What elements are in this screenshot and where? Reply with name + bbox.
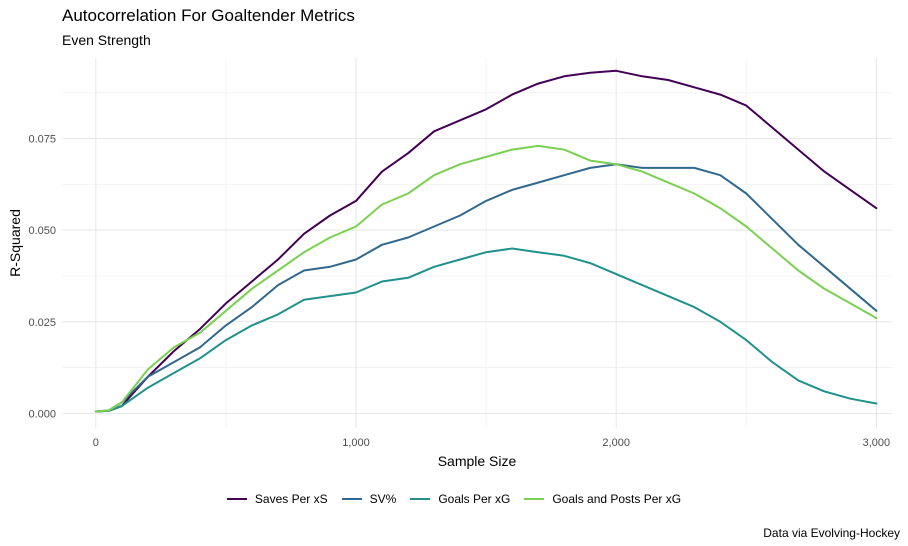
x-tick-label: 0	[93, 437, 99, 449]
y-axis-label: R-Squared	[7, 209, 23, 277]
legend-item: Goals Per xG	[410, 492, 510, 506]
series-lines	[94, 69, 878, 413]
grid	[62, 58, 892, 428]
y-tick-label: 0.025	[28, 317, 56, 329]
axes: 0 1,000 2,000 3,000 0.000 0.025 0.050 0.075 Samp…	[7, 134, 890, 469]
legend-label: Goals Per xG	[438, 492, 511, 506]
legend-item: Saves Per xS	[226, 492, 328, 506]
chart-subtitle: Even Strength	[62, 32, 151, 48]
series-line-goals-per-xg	[94, 247, 878, 413]
caption: Data via Evolving-Hockey	[763, 526, 900, 540]
y-tick-label: 0.075	[28, 134, 56, 146]
legend: Saves Per xS SV% Goals Per xG Goals and Pos…	[0, 492, 908, 506]
legend-label: SV%	[369, 492, 397, 506]
series-line-sv	[94, 163, 878, 413]
legend-label: Goals and Posts Per xG	[552, 492, 682, 506]
x-tick-label: 3,000	[863, 437, 891, 449]
legend-swatch	[410, 498, 431, 500]
y-tick-label: 0.000	[28, 408, 56, 420]
x-tick-label: 1,000	[342, 437, 370, 449]
legend-item: SV%	[341, 492, 397, 506]
series-line-saves-per-xs	[94, 69, 878, 413]
legend-swatch	[226, 498, 247, 500]
legend-swatch	[341, 498, 362, 500]
x-tick-label: 2,000	[602, 437, 630, 449]
y-tick-label: 0.050	[28, 225, 56, 237]
legend-label: Saves Per xS	[254, 492, 328, 506]
legend-swatch	[524, 498, 545, 500]
x-axis-label: Sample Size	[438, 453, 517, 469]
chart-title: Autocorrelation For Goaltender Metrics	[62, 6, 355, 25]
series-line-goals-and-posts-per-xg	[94, 144, 878, 413]
legend-item: Goals and Posts Per xG	[524, 492, 681, 506]
